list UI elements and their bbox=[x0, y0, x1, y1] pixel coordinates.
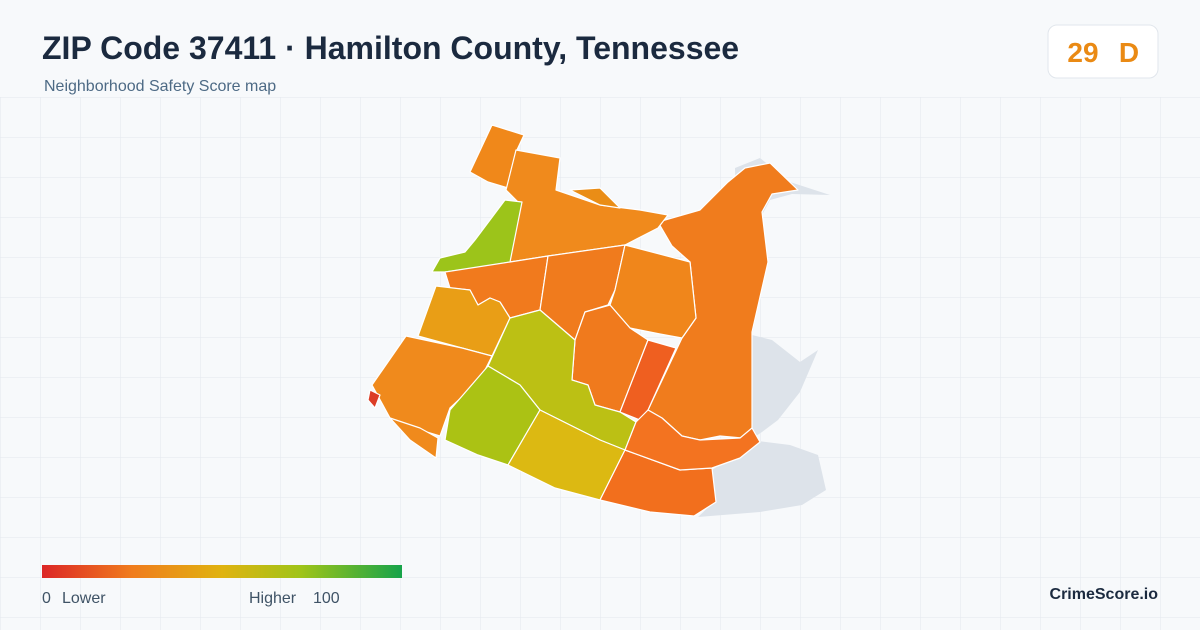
tract bbox=[367, 389, 381, 409]
tract bbox=[569, 187, 621, 209]
subtitle: Neighborhood Safety Score map bbox=[44, 78, 276, 95]
water-area bbox=[698, 158, 830, 517]
tract bbox=[444, 365, 541, 466]
title: ZIP Code 37411 · Hamilton County, Tennes… bbox=[42, 30, 739, 66]
score-badge bbox=[1047, 24, 1159, 79]
tract bbox=[609, 244, 697, 339]
score-value: 29 bbox=[1067, 37, 1098, 68]
tract bbox=[431, 199, 523, 273]
legend-min-label: Lower bbox=[62, 590, 106, 607]
tract bbox=[624, 409, 761, 471]
brand: CrimeScore.io bbox=[1050, 586, 1159, 603]
legend-max: 100 bbox=[313, 590, 340, 607]
tract bbox=[389, 417, 439, 459]
score-grade: D bbox=[1119, 37, 1139, 68]
legend-bar bbox=[42, 565, 402, 578]
map bbox=[367, 124, 830, 517]
legend-max-label: Higher bbox=[249, 590, 297, 607]
tract bbox=[371, 335, 493, 437]
tract bbox=[417, 285, 511, 357]
legend-min: 0 bbox=[42, 590, 51, 607]
